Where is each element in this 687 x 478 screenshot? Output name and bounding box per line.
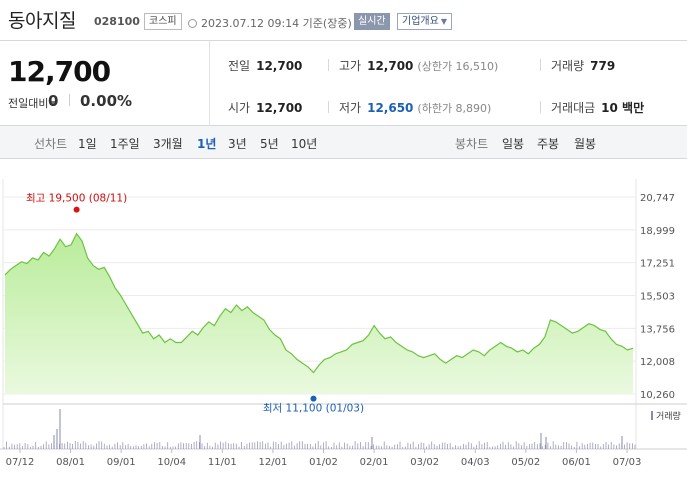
x-tick-label: 08/01 [56,457,85,468]
stock-code: 028100 [94,15,140,28]
open: 시가 12,700 [228,99,302,116]
tab-1d[interactable]: 1일 [78,137,97,151]
x-tick-label: 04/03 [461,457,490,468]
x-tick-label: 07/12 [6,457,35,468]
prev-close: 전일 12,700 [228,57,302,74]
upper-limit: (상한가 16,510) [417,60,499,73]
divider [540,101,541,113]
x-tick-label: 06/01 [562,457,591,468]
volume-legend: 거래량 [656,410,681,422]
low-annotation: 최저 11,100 (01/03) [263,403,364,415]
tab-1w[interactable]: 1주일 [110,137,140,151]
stock-header: 동아지질 028100 코스피 2023.07.12 09:14 기준(장중) … [0,0,687,40]
market-badge: 코스피 [144,13,182,30]
volume-legend-swatch [651,411,653,420]
divider [540,59,541,71]
divider [328,59,329,71]
price-box: 12,700 전일대비 0 0.00% [0,41,210,126]
company-overview-button[interactable]: 기업개요 ▼ [397,13,452,30]
lower-limit: (하한가 8,890) [417,102,492,115]
low-label: 저가 [339,101,362,115]
current-price: 12,700 [8,55,111,88]
tab-daily[interactable]: 일봉 [502,137,525,151]
high-annotation: 최고 19,500 (08/11) [26,193,127,205]
x-tick-label: 03/02 [410,457,439,468]
tab-10y[interactable]: 10년 [291,137,318,151]
price-chart: 20,747 18,999 17,251 15,503 13,756 12,008 10,2… [0,159,687,478]
chart-tabs: 선차트 1일 1주일 3개월 1년 3년 5년 10년 봉차트 일봉 주봉 월봉 [0,126,687,159]
x-tick-label: 09/01 [107,457,136,468]
volume-label: 거래량 [551,59,585,73]
volume-value: 779 [590,59,616,73]
flat-icon [50,101,58,104]
trade-amount-value: 10 백만 [601,101,645,115]
y-tick-label: 12,008 [640,357,675,368]
open-value: 12,700 [256,101,303,115]
change-label: 전일대비 [8,95,59,111]
y-tick-label: 17,251 [640,259,675,270]
high: 고가 12,700 (상한가 16,510) [339,57,498,74]
x-tick-label: 11/01 [208,457,237,468]
high-value: 12,700 [367,59,414,73]
y-tick-label: 18,999 [640,226,675,237]
realtime-button[interactable]: 실시간 [354,13,390,30]
price-chart-svg: 20,747 18,999 17,251 15,503 13,756 12,008 10,2… [0,179,687,468]
high-marker [73,206,80,213]
candle-chart-label: 봉차트 [455,137,489,151]
company-overview-label: 기업개요 [402,16,439,27]
low: 저가 12,650 (하한가 8,890) [339,99,491,116]
low-value: 12,650 [367,101,414,115]
y-tick-label: 20,747 [640,193,675,204]
timestamp: 2023.07.12 09:14 기준(장중) [188,15,352,31]
tab-3y[interactable]: 3년 [228,137,247,151]
line-chart-label: 선차트 [34,137,68,151]
divider [69,94,70,106]
open-label: 시가 [228,101,251,115]
timestamp-text: 2023.07.12 09:14 기준(장중) [201,17,352,30]
x-tick-label: 10/04 [157,457,186,468]
price-line [4,232,634,374]
x-tick-label: 05/02 [511,457,540,468]
trade-amount: 거래대금 10 백만 [551,99,644,116]
x-tick-label: 01/02 [309,457,338,468]
price-area [5,233,633,394]
low-marker [310,395,317,402]
tab-5y[interactable]: 5년 [260,137,279,151]
y-tick-label: 10,260 [640,390,675,401]
high-label: 고가 [339,59,362,73]
y-tick-label: 13,756 [640,324,675,335]
y-tick-label: 15,503 [640,292,675,303]
x-tick-label: 12/01 [259,457,288,468]
x-tick-label: 02/01 [360,457,389,468]
tab-1y[interactable]: 1년 [197,137,217,151]
trade-amount-label: 거래대금 [551,101,596,115]
change-label-text: 전일대비 [8,97,49,110]
change-rate: 0.00% [80,92,133,110]
prev-close-label: 전일 [228,59,251,73]
tab-monthly[interactable]: 월봉 [574,137,597,151]
stock-name: 동아지질 [8,10,76,32]
chevron-down-icon: ▼ [440,17,447,26]
volume: 거래량 779 [551,57,615,74]
tab-3m[interactable]: 3개월 [153,137,183,151]
tab-weekly[interactable]: 주봉 [537,137,560,151]
prev-close-value: 12,700 [256,59,303,73]
clock-icon [188,19,197,28]
x-tick-label: 07/03 [613,457,642,468]
change-value: 0 [48,92,59,110]
price-summary: 12,700 전일대비 0 0.00% 전일 12,700 시가 12,700 고가… [0,40,687,126]
divider [328,101,329,113]
